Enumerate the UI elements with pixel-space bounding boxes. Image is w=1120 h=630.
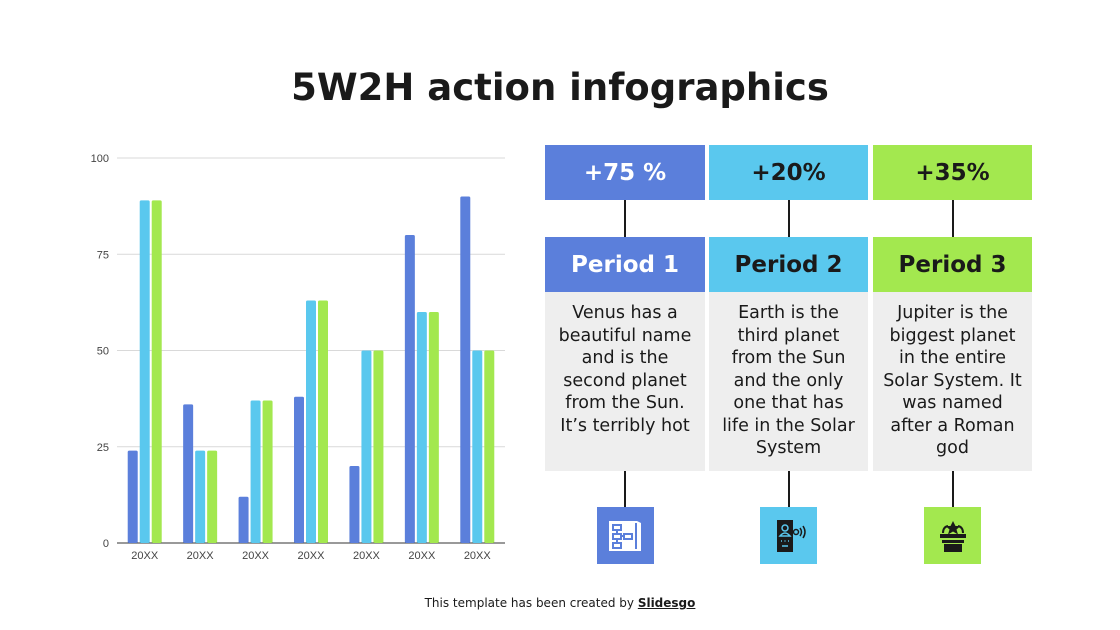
period-description: Earth is the third planet from the Sun a… (709, 292, 868, 471)
y-tick-label: 0 (103, 538, 109, 550)
x-tick-label: 20XX (242, 550, 270, 562)
bar (306, 300, 316, 543)
bar (183, 404, 194, 543)
period-header: Period 3 (873, 237, 1032, 292)
bar (416, 312, 427, 543)
bar (349, 466, 360, 543)
bar (361, 350, 372, 543)
flowchart-icon (596, 507, 654, 564)
stat-box: +35% (873, 145, 1032, 200)
bar (428, 312, 439, 543)
stat-box: +20% (709, 145, 868, 200)
bar-chart: 0 25 50 75 100 20XX 20XX 20XX 20XX 20XX 20XX 20XX (91, 153, 505, 562)
bar (404, 235, 415, 543)
bar (484, 350, 495, 543)
smartphone-contact-icon (760, 507, 817, 564)
connector-line (787, 471, 790, 507)
bar (207, 450, 218, 543)
bar (318, 300, 328, 543)
bar (250, 400, 261, 543)
footer-text: This template has been created by (424, 596, 638, 610)
x-tick-label: 20XX (187, 550, 215, 562)
connector-line (787, 200, 790, 237)
connector-line (624, 471, 626, 507)
period-1-column: +75 % Period 1 Venus has a beautiful nam… (545, 145, 705, 564)
connector-line (624, 200, 626, 237)
x-tick-label: 20XX (353, 550, 381, 562)
podium-star-icon (924, 507, 981, 564)
bar (460, 196, 471, 543)
slidesgo-link[interactable]: Slidesgo (637, 596, 696, 610)
period-2-column: +20% Period 2 Earth is the third planet … (709, 145, 868, 564)
footer-credit: This template has been created by Slides… (0, 596, 1120, 610)
period-description: Jupiter is the biggest planet in the ent… (873, 292, 1032, 471)
y-tick-label: 100 (91, 153, 109, 165)
bar (262, 400, 273, 543)
connector-line (951, 200, 954, 237)
x-tick-label: 20XX (408, 550, 436, 562)
period-3-column: +35% Period 3 Jupiter is the biggest pla… (873, 145, 1032, 564)
y-tick-label: 75 (97, 249, 109, 261)
bar (238, 496, 249, 543)
x-tick-label: 20XX (298, 550, 326, 562)
bar (294, 396, 304, 543)
x-tick-label: 20XX (464, 550, 492, 562)
bar (195, 450, 206, 543)
period-header: Period 1 (545, 237, 705, 292)
period-header: Period 2 (709, 237, 868, 292)
connector-line (951, 471, 954, 507)
y-tick-label: 50 (97, 346, 109, 358)
period-description: Venus has a beautiful name and is the se… (545, 292, 705, 471)
bar (139, 200, 150, 543)
bar (151, 200, 162, 543)
bar (472, 350, 483, 543)
bar (127, 450, 138, 543)
stat-box: +75 % (545, 145, 705, 200)
page-title: 5W2H action infographics (291, 66, 829, 109)
bar (373, 350, 384, 543)
x-tick-label: 20XX (131, 550, 159, 562)
y-tick-label: 25 (97, 442, 109, 454)
